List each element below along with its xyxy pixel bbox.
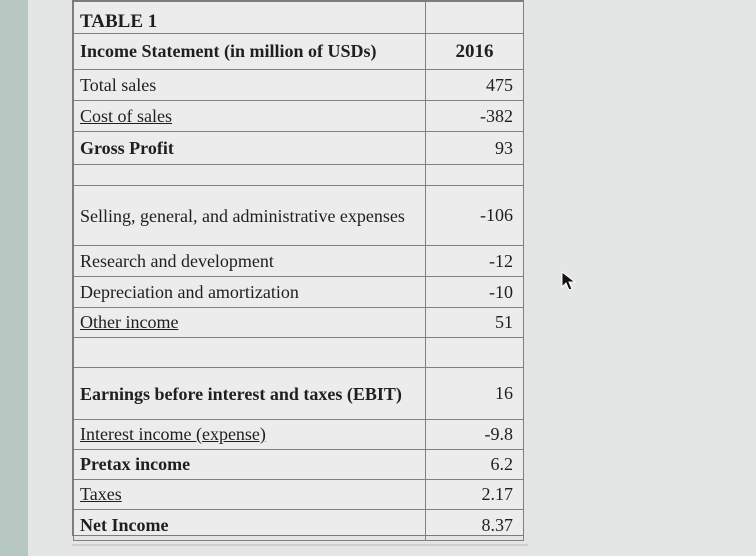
income-statement-table: TABLE 1 Income Statement (in million of …	[72, 0, 524, 541]
row-value: 93	[425, 131, 524, 165]
header-label: Income Statement (in million of USDs)	[73, 33, 426, 70]
row-value: -382	[425, 100, 524, 132]
row-label: Taxes	[73, 479, 426, 510]
row-value: -12	[425, 245, 524, 277]
table-row: Other income 51	[73, 307, 524, 338]
caption-row: TABLE 1	[73, 1, 524, 34]
row-label: Depreciation and amortization	[73, 276, 426, 308]
row-label: Cost of sales	[73, 100, 426, 132]
table-row: Earnings before interest and taxes (EBIT…	[73, 367, 524, 420]
table-row: Gross Profit 93	[73, 131, 524, 165]
row-label: Pretax income	[73, 449, 426, 480]
row-value: -106	[425, 185, 524, 246]
spacer-row	[73, 337, 524, 368]
table-row: Taxes 2.17	[73, 479, 524, 510]
table-row: Selling, general, and administrative exp…	[73, 185, 524, 246]
table-caption: TABLE 1	[73, 1, 426, 34]
table-row: Interest income (expense) -9.8	[73, 419, 524, 450]
screen-edge	[0, 0, 28, 556]
row-value: -9.8	[425, 419, 524, 450]
row-value: -10	[425, 276, 524, 308]
row-value: 16	[425, 367, 524, 420]
row-value: 2.17	[425, 479, 524, 510]
row-label: Total sales	[73, 69, 426, 101]
table-row: Cost of sales -382	[73, 100, 524, 132]
table-row: Pretax income 6.2	[73, 449, 524, 480]
spacer-row	[73, 164, 524, 186]
page-edge	[72, 544, 528, 546]
row-value: 8.37	[425, 509, 524, 541]
row-label: Research and development	[73, 245, 426, 277]
row-label: Gross Profit	[73, 131, 426, 165]
table-row: Total sales 475	[73, 69, 524, 101]
table-row: Net Income 8.37	[73, 509, 524, 541]
row-value: 51	[425, 307, 524, 338]
table-row: Research and development -12	[73, 245, 524, 277]
row-label: Net Income	[73, 509, 426, 541]
header-row: Income Statement (in million of USDs) 20…	[73, 33, 524, 70]
row-label: Selling, general, and administrative exp…	[73, 185, 426, 246]
row-label: Interest income (expense)	[73, 419, 426, 450]
header-year: 2016	[425, 33, 524, 70]
mouse-pointer-icon	[561, 271, 577, 291]
table-row: Depreciation and amortization -10	[73, 276, 524, 308]
row-label: Earnings before interest and taxes (EBIT…	[73, 367, 426, 420]
row-value: 475	[425, 69, 524, 101]
row-label: Other income	[73, 307, 426, 338]
row-value: 6.2	[425, 449, 524, 480]
